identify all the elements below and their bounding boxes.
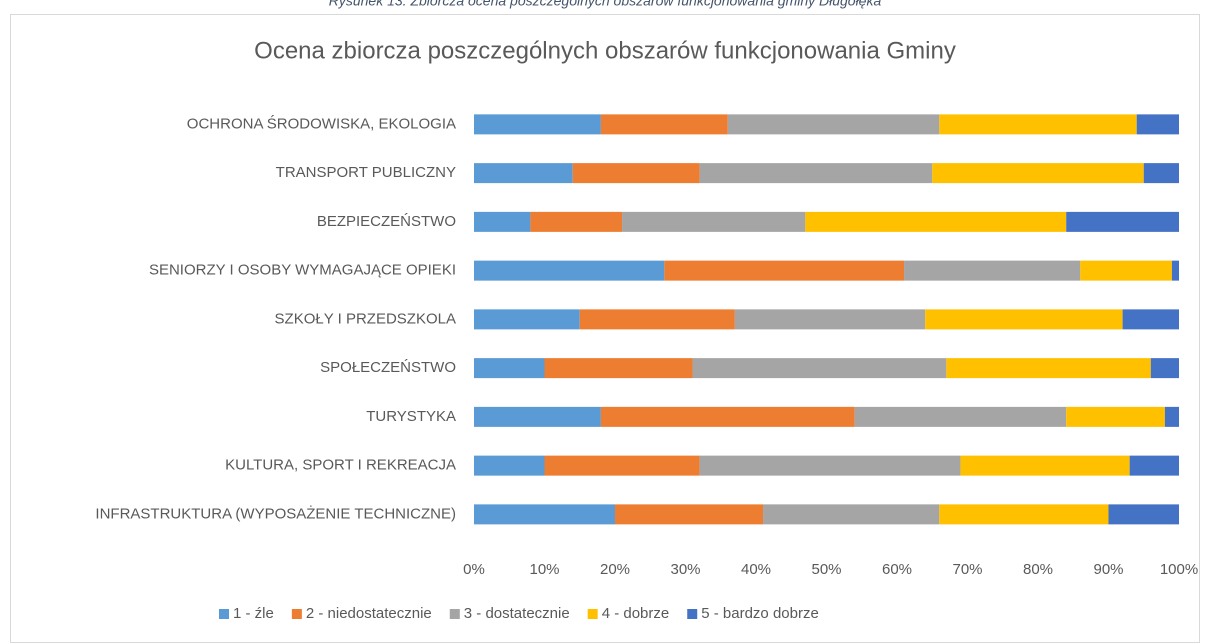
category-label: OCHRONA ŚRODOWISKA, EKOLOGIA <box>187 114 456 132</box>
bar-segment <box>734 309 926 330</box>
x-tick-label: 60% <box>882 561 912 578</box>
category-label: KULTURA, SPORT I REKREACJA <box>225 457 456 474</box>
bar-segment <box>474 163 573 184</box>
bar-segment <box>1164 406 1179 427</box>
bar-segment <box>1080 260 1172 281</box>
bar-segment <box>727 114 940 135</box>
x-tick-label: 70% <box>952 561 982 578</box>
x-tick-label: 80% <box>1023 561 1053 578</box>
x-tick-label: 100% <box>1160 561 1198 578</box>
bar-segment <box>904 260 1081 281</box>
category-label: INFRASTRUKTURA (WYPOSAŻENIE TECHNICZNE) <box>95 504 456 522</box>
caption: Rysunek 13. Zbiorcza ocena poszczególnyc… <box>329 0 882 9</box>
bar-segment <box>1066 406 1165 427</box>
bar-segment <box>763 504 940 525</box>
bar-segment <box>932 163 1144 184</box>
bar-segment <box>579 309 735 330</box>
bar-segment <box>474 504 615 525</box>
bar-segment <box>474 260 665 281</box>
bar-segment <box>1122 309 1179 330</box>
legend-label: 1 - źle <box>233 605 274 622</box>
legend-label: 4 - dobrze <box>602 605 670 622</box>
bar-segment <box>1150 358 1179 379</box>
category-label: SZKOŁY I PRZEDSZKOLA <box>275 310 456 327</box>
bar-segment <box>572 163 700 184</box>
bar-segment <box>622 211 806 232</box>
x-tick-label: 90% <box>1093 561 1123 578</box>
x-tick-label: 40% <box>741 561 771 578</box>
x-tick-label: 20% <box>600 561 630 578</box>
bar-segment <box>699 455 961 476</box>
bar-segment <box>615 504 764 525</box>
bar-segment <box>600 406 855 427</box>
category-label: SENIORZY I OSOBY WYMAGAJĄCE OPIEKI <box>149 262 456 279</box>
bar-segment <box>544 455 700 476</box>
category-label: BEZPIECZEŃSTWO <box>317 213 456 230</box>
x-tick-label: 50% <box>811 561 841 578</box>
bar-segment <box>544 358 693 379</box>
category-label: TURYSTYKA <box>366 408 456 425</box>
legend-label: 5 - bardzo dobrze <box>701 605 819 622</box>
category-label: SPOŁECZEŃSTWO <box>320 359 456 376</box>
legend-label: 3 - dostatecznie <box>464 605 570 622</box>
bar-segment <box>474 406 601 427</box>
legend-label: 2 - niedostatecznie <box>306 605 432 622</box>
bar-segment <box>1066 211 1179 232</box>
legend-swatch <box>219 609 229 619</box>
legend-swatch <box>587 609 598 619</box>
bar-segment <box>692 358 947 379</box>
bar-segment <box>664 260 905 281</box>
x-tick-label: 0% <box>463 561 485 578</box>
bar-segment <box>1171 260 1179 281</box>
bar-segment <box>939 114 1137 135</box>
x-tick-label: 10% <box>529 561 559 578</box>
bar-segment <box>960 455 1130 476</box>
bar-segment <box>530 211 623 232</box>
legend-swatch <box>449 609 460 619</box>
category-label: TRANSPORT PUBLICZNY <box>276 164 456 181</box>
bar-segment <box>474 211 531 232</box>
bar-segment <box>1143 163 1179 184</box>
bar-segment <box>699 163 933 184</box>
chart-title: Ocena zbiorcza poszczególnych obszarów f… <box>254 37 956 64</box>
bar-segment <box>474 455 545 476</box>
bar-segment <box>474 309 580 330</box>
bar-segment <box>600 114 728 135</box>
bar-segment <box>474 114 601 135</box>
bar-segment <box>474 358 545 379</box>
bar-segment <box>925 309 1123 330</box>
x-tick-label: 30% <box>670 561 700 578</box>
bar-segment <box>939 504 1109 525</box>
legend-swatch <box>687 609 698 619</box>
bar-segment <box>946 358 1151 379</box>
bar-segment <box>1108 504 1179 525</box>
bar-segment <box>1129 455 1179 476</box>
legend-swatch <box>291 609 302 619</box>
bar-segment <box>1136 114 1179 135</box>
bar-segment <box>854 406 1067 427</box>
bar-segment <box>805 211 1067 232</box>
